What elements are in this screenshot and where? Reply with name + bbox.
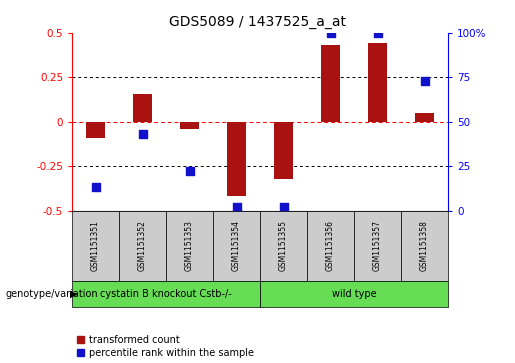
Text: GSM1151358: GSM1151358 xyxy=(420,220,429,272)
Text: ▶: ▶ xyxy=(70,289,77,299)
Point xyxy=(327,30,335,36)
Text: GSM1151355: GSM1151355 xyxy=(279,220,288,272)
Bar xyxy=(368,43,387,122)
Point xyxy=(373,30,382,36)
Bar xyxy=(86,122,105,138)
Legend: transformed count, percentile rank within the sample: transformed count, percentile rank withi… xyxy=(77,335,253,358)
Point xyxy=(92,184,100,190)
Text: GSM1151354: GSM1151354 xyxy=(232,220,241,272)
Text: GDS5089 / 1437525_a_at: GDS5089 / 1437525_a_at xyxy=(169,15,346,29)
Bar xyxy=(133,94,152,122)
Text: genotype/variation: genotype/variation xyxy=(5,289,98,299)
Point xyxy=(420,78,428,83)
Text: GSM1151352: GSM1151352 xyxy=(138,220,147,272)
Text: GSM1151353: GSM1151353 xyxy=(185,220,194,272)
Bar xyxy=(321,45,340,122)
Point xyxy=(185,168,194,174)
Bar xyxy=(227,122,246,196)
Text: cystatin B knockout Cstb-/-: cystatin B knockout Cstb-/- xyxy=(100,289,232,299)
Point xyxy=(280,204,288,210)
Text: wild type: wild type xyxy=(332,289,376,299)
Text: GSM1151351: GSM1151351 xyxy=(91,220,100,272)
Text: GSM1151356: GSM1151356 xyxy=(326,220,335,272)
Point xyxy=(139,131,147,137)
Bar xyxy=(274,122,293,179)
Point xyxy=(232,204,241,210)
Text: GSM1151357: GSM1151357 xyxy=(373,220,382,272)
Bar xyxy=(415,113,434,122)
Bar xyxy=(180,122,199,129)
